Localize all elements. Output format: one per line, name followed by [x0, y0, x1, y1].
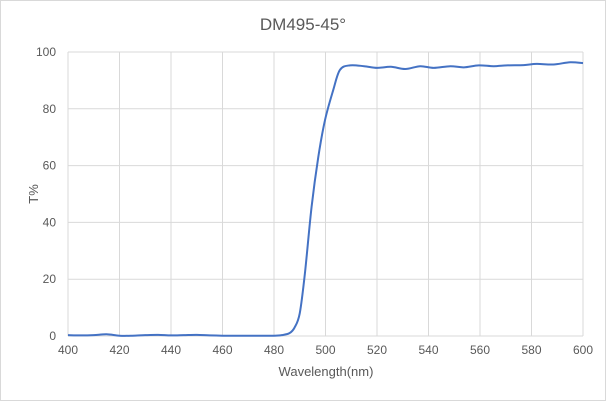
x-tick-label: 520 [367, 343, 387, 357]
y-tick-label: 0 [49, 329, 56, 343]
y-tick-label: 20 [43, 272, 57, 286]
x-tick-label: 400 [58, 343, 78, 357]
chart-title: DM495-45° [260, 15, 346, 34]
y-tick-label: 40 [43, 215, 57, 229]
x-tick-label: 600 [573, 343, 593, 357]
x-axis-label: Wavelength(nm) [279, 364, 374, 379]
y-tick-label: 80 [43, 102, 57, 116]
series-line [67, 61, 584, 337]
x-tick-label: 440 [161, 343, 181, 357]
x-tick-label: 580 [521, 343, 541, 357]
x-tick-label: 480 [264, 343, 284, 357]
y-tick-label: 100 [36, 45, 56, 59]
x-tick-label: 500 [315, 343, 335, 357]
y-axis-label: T% [26, 184, 41, 204]
x-tick-label: 420 [109, 343, 129, 357]
x-tick-label: 560 [470, 343, 490, 357]
x-tick-label: 460 [212, 343, 232, 357]
x-tick-label: 540 [418, 343, 438, 357]
y-tick-label: 60 [43, 159, 57, 173]
